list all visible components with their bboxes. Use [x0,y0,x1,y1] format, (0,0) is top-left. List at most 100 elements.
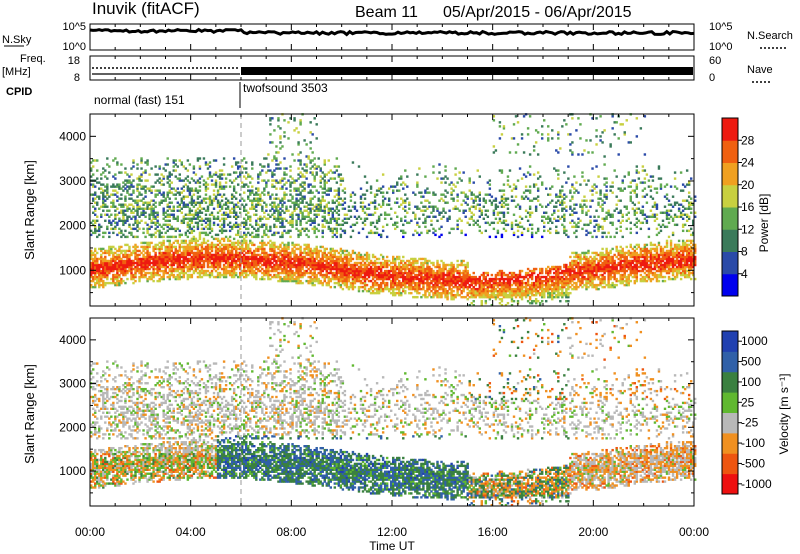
power-cell [140,167,143,170]
power-cell [474,293,477,297]
power-cell [150,255,153,259]
power-cell [339,223,343,227]
power-cell [379,235,383,239]
power-cell [249,207,252,210]
power-cell [305,169,308,172]
power-cell [156,261,159,265]
power-cell [291,263,294,267]
power-cell [214,247,218,251]
power-cell [373,193,377,196]
power-cell [234,263,238,267]
power-cell [351,249,355,253]
power-cell [309,189,312,192]
power-cell [255,219,258,223]
power-cell [90,167,93,170]
power-cell [154,215,157,218]
power-cell [102,197,105,200]
power-cell [442,267,445,271]
power-cell [301,275,304,279]
power-cell [325,259,328,263]
power-cell [375,289,379,293]
power-cell [245,247,248,251]
power-cell [120,245,123,249]
power-cell [277,279,280,283]
power-cell [234,271,238,275]
power-cell [255,253,258,257]
power-cell [408,267,411,271]
power-cell [448,285,451,289]
power-cell [305,243,308,247]
power-cell [285,253,288,257]
power-cell [275,245,278,249]
power-cell [200,243,204,247]
power-cell [422,277,425,281]
power-cell [418,283,421,287]
power-cell [154,247,157,251]
power-cell [275,167,278,170]
power-cell [410,285,413,289]
power-cell [408,221,411,225]
power-cell [329,177,332,180]
power-cell [110,245,113,249]
power-cell [283,255,286,259]
power-cell [400,273,403,277]
power-cell [402,283,405,287]
power-cell [313,259,316,263]
power-cell [192,189,196,192]
power-cell [293,205,296,208]
power-cell [263,247,266,251]
power-cell [331,213,335,216]
power-cell [196,201,200,204]
power-cell [323,217,326,220]
power-cell [392,283,395,287]
power-cell [247,247,250,251]
power-cell [184,177,188,180]
power-cell [198,167,202,170]
power-cell [333,195,337,198]
power-cell [208,173,212,176]
power-cell [251,189,254,192]
power-cell [214,217,218,220]
power-cell [249,251,252,255]
power-cell [446,201,449,204]
power-cell [363,283,367,287]
power-cell [359,279,363,283]
power-cell [222,271,226,275]
power-cell [424,261,427,265]
power-cell [158,247,161,251]
power-cell [277,197,280,200]
power-cell [218,273,222,277]
power-cell [458,177,461,180]
power-cell [150,273,153,277]
power-cell [484,209,488,212]
power-cell [313,167,316,170]
power-cell [184,183,188,186]
power-cell [285,219,288,223]
power-cell [466,203,469,206]
power-cell [285,261,288,265]
power-cell [377,267,381,271]
power-cell [138,263,141,267]
power-cell [289,229,292,233]
power-cell [464,271,467,275]
power-cell [168,213,171,216]
power-cell [261,259,264,263]
power-cell [470,289,473,293]
power-cell [128,247,131,251]
power-cell [436,281,439,285]
power-cell [436,219,439,223]
power-cell [243,265,246,269]
power-cell [478,281,481,285]
power-cell [283,211,286,214]
power-cell [253,243,256,247]
power-cell [238,251,242,255]
power-cell [259,219,262,223]
power-cell [341,203,345,206]
power-cell [112,255,115,259]
power-cell [480,281,483,285]
power-cell [168,235,171,239]
power-cell [122,221,125,225]
power-cell [291,223,294,227]
power-cell [243,269,246,273]
power-cell [142,201,145,204]
